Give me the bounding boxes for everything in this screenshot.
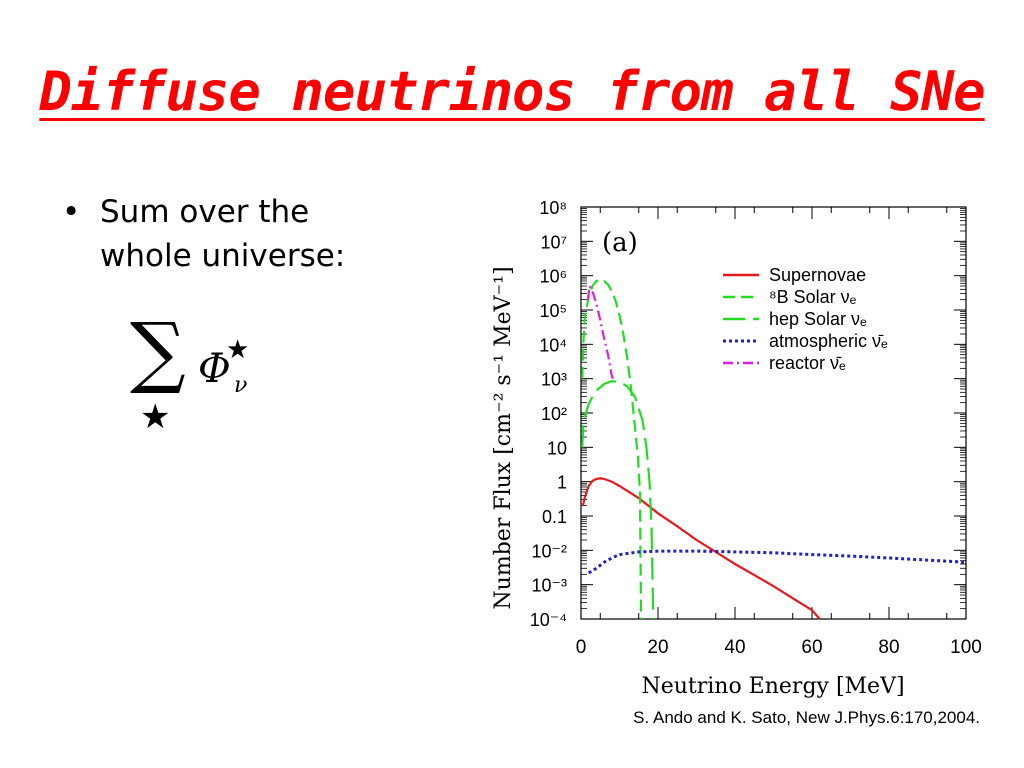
y-tick-label: 10³ — [541, 370, 567, 390]
y-tick-label: 10⁷ — [540, 232, 567, 252]
legend-label: reactor ν̄ₑ — [769, 353, 846, 373]
legend-label: ⁸B Solar νₑ — [769, 287, 857, 307]
nu-subscript: ν — [234, 373, 247, 398]
y-tick-label: 10⁵ — [540, 301, 567, 321]
y-tick-label: 10⁴ — [539, 335, 567, 355]
bullet-text: Sum over the whole universe: — [100, 194, 346, 274]
bullet-symbol: • — [62, 194, 81, 230]
series-line — [587, 549, 967, 575]
neutrino-flux-chart: 0 20 40 60 80 100 10⁻⁴ 10⁻³ 10⁻² 0.1 1 10 10² 10³ 10⁴ 1… — [491, 198, 982, 699]
x-tick-label: 0 — [576, 637, 587, 658]
citation: S. Ando and K. Sato, New J.Phys.6:170,20… — [633, 708, 980, 727]
y-tick-label: 10⁻³ — [531, 576, 567, 596]
y-tick-label: 10⁻⁴ — [530, 610, 567, 630]
series-line — [586, 282, 615, 380]
x-tick-label: 60 — [801, 637, 822, 658]
x-tick-label: 100 — [950, 637, 982, 658]
series-line — [581, 278, 643, 620]
legend-label: hep Solar νₑ — [769, 309, 867, 329]
series-line — [581, 477, 821, 620]
x-axis-label: Neutrino Energy [MeV] — [641, 674, 904, 699]
sum-symbol: ∑ — [130, 307, 186, 397]
legend-label: atmospheric ν̄ₑ — [769, 331, 888, 351]
slide-title: Diffuse neutrinos from all SNe — [39, 60, 985, 123]
y-tick-label: 10⁻² — [531, 541, 567, 561]
y-tick-label: 0.1 — [542, 507, 567, 527]
y-axis-label: Number Flux [cm⁻² s⁻¹ MeV⁻¹] — [491, 266, 516, 609]
phi-superscript-star: ★ — [226, 335, 249, 365]
y-tick-label: 10 — [547, 438, 567, 458]
y-tick-label: 10² — [541, 404, 567, 424]
y-tick-label: 10⁶ — [540, 267, 567, 287]
panel-label: (a) — [602, 228, 638, 258]
series-line — [581, 379, 655, 620]
x-tick-label: 20 — [647, 637, 668, 658]
sum-subscript-star: ★ — [140, 397, 170, 437]
y-tick-label: 10⁸ — [539, 198, 567, 218]
sum-formula: ∑ ★ Φ ★ ν — [130, 307, 249, 437]
y-tick-label: 1 — [557, 473, 567, 493]
legend-label: Supernovae — [769, 265, 866, 285]
x-tick-label: 80 — [878, 637, 899, 658]
phi-symbol: Φ — [198, 346, 231, 392]
x-tick-label: 40 — [724, 637, 745, 658]
